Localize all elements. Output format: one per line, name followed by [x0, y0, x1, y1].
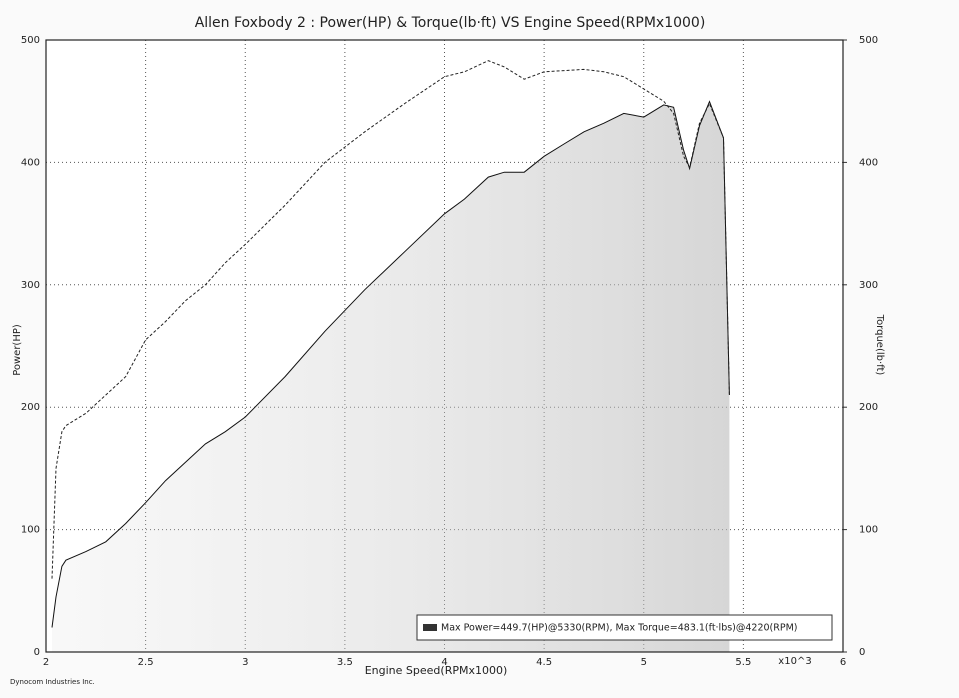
series-line [51, 100, 730, 628]
x-unit: x10^3 [778, 656, 811, 667]
legend-box [416, 614, 833, 641]
x-tick-label: 4 [441, 657, 447, 668]
x-tick-label: 3 [242, 657, 248, 668]
y2-tick-label: 500 [859, 35, 878, 46]
plot-border [45, 39, 844, 653]
y2-tick-label: 400 [859, 157, 878, 168]
y-tick-label: 300 [21, 280, 40, 291]
y2-tick-label: 0 [859, 647, 865, 658]
y-axis-label: Power(HP) [12, 324, 23, 376]
legend-text: Max Power=449.7(HP)@5330(RPM), Max Torqu… [441, 623, 798, 634]
footer: Dynocom Industries Inc. [10, 678, 95, 686]
y-tick-label: 100 [21, 525, 40, 536]
y2-tick-label: 200 [859, 402, 878, 413]
legend-swatch [423, 624, 437, 631]
y2-tick-label: 100 [859, 525, 878, 536]
y-tick-label: 400 [21, 157, 40, 168]
x-tick-label: 2 [43, 657, 49, 668]
y-tick-label: 500 [21, 35, 40, 46]
y2-tick-label: 300 [859, 280, 878, 291]
y-tick-label: 200 [21, 402, 40, 413]
area-shade [51, 101, 730, 653]
x-tick-label: 4.5 [536, 657, 552, 668]
x-tick-label: 5 [641, 657, 647, 668]
x-tick-label: 2.5 [138, 657, 154, 668]
y2-axis-label: Torque(lb·ft) [874, 314, 885, 376]
plot: 2 2.5 3 3.5 4 4.5 5 5.5 6 0 100 200 300 400 500 0 100 200… [21, 35, 878, 668]
chart-title: Allen Foxbody 2 : Power(HP) & Torque(lb·… [195, 15, 706, 31]
series-line [51, 60, 730, 579]
x-tick-label: 5.5 [735, 657, 751, 668]
x-tick-label: 3.5 [337, 657, 353, 668]
x-axis-label: Engine Speed(RPMx1000) [365, 664, 508, 677]
y-tick-label: 0 [34, 647, 40, 658]
x-tick-label: 6 [840, 657, 846, 668]
